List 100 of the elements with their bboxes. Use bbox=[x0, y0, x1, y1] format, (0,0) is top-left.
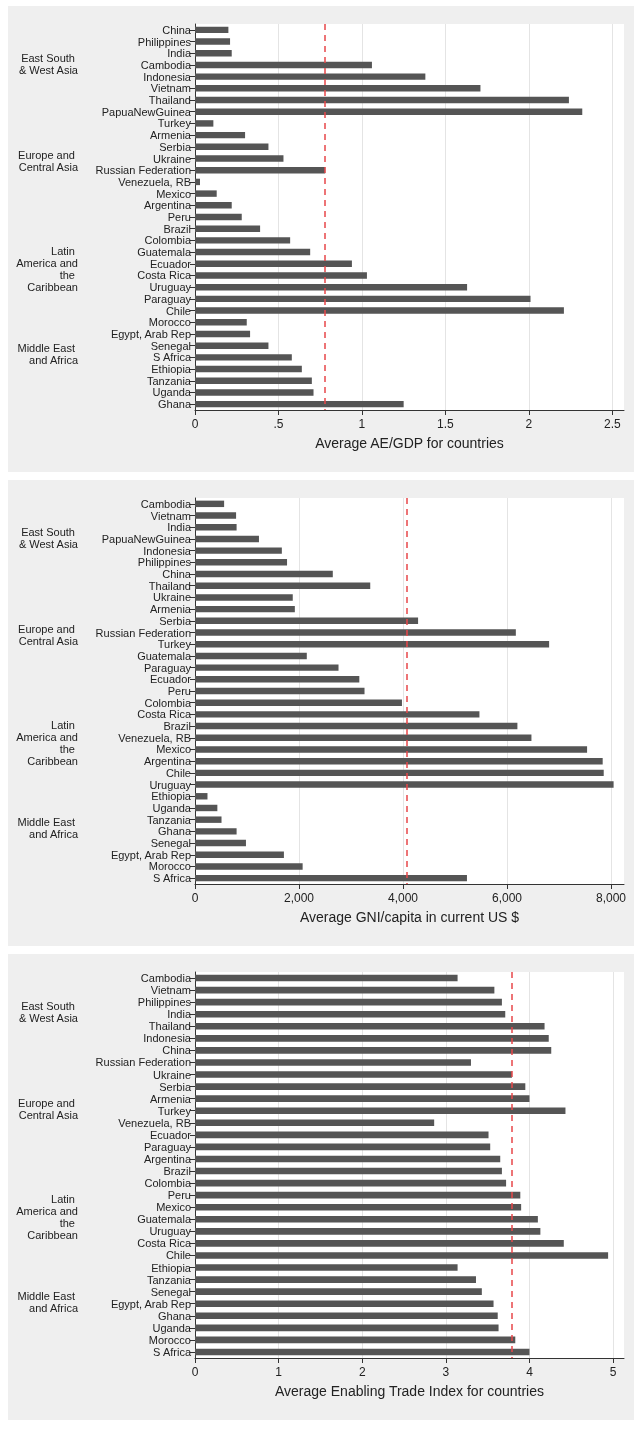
bar bbox=[195, 1264, 458, 1271]
text: Europe and Central Asia bbox=[18, 1096, 79, 1121]
text: Latin America and the Caribbean bbox=[16, 1193, 78, 1242]
y-tick-label: PapuaNewGuinea bbox=[101, 105, 192, 118]
y-tick-label: Cambodia bbox=[140, 497, 192, 510]
text: Middle East and Africa bbox=[17, 815, 79, 840]
y-tick-label: Costa Rica bbox=[137, 708, 192, 721]
y-tick-label: Cambodia bbox=[140, 972, 192, 985]
bar bbox=[195, 641, 550, 648]
y-tick-label: Paraguay bbox=[143, 1140, 192, 1153]
bar bbox=[195, 1348, 530, 1356]
bar bbox=[195, 237, 291, 244]
bar bbox=[195, 535, 259, 543]
y-tick-label: Brazil bbox=[163, 222, 191, 235]
bar bbox=[195, 61, 372, 69]
y-tick-label: Morocco bbox=[148, 860, 191, 873]
bar bbox=[195, 998, 502, 1006]
y-tick-label: Egypt, Arab Rep bbox=[110, 327, 191, 340]
bar bbox=[195, 389, 314, 396]
y-tick-label: Vietnam bbox=[150, 509, 191, 522]
x-tick-label: 1 bbox=[275, 1365, 283, 1379]
y-tick-label: Guatemala bbox=[137, 246, 192, 259]
y-tick-label: Peru bbox=[167, 1189, 191, 1202]
y-tick-label: Guatemala bbox=[137, 649, 192, 662]
y-tick-label: Ghana bbox=[157, 825, 192, 838]
bar bbox=[195, 225, 261, 232]
y-tick-label: Egypt, Arab Rep bbox=[110, 1297, 191, 1310]
x-tick-label: 5 bbox=[609, 1365, 617, 1379]
bar bbox=[195, 400, 404, 408]
y-tick-label: Uruguay bbox=[149, 281, 192, 294]
bar bbox=[195, 260, 352, 267]
bar bbox=[195, 1215, 538, 1223]
bar bbox=[195, 746, 588, 753]
y-tick-label: Paraguay bbox=[143, 661, 192, 674]
y-tick-label: Chile bbox=[165, 766, 191, 779]
y-tick-label: Turkey bbox=[157, 117, 192, 130]
bar bbox=[195, 734, 532, 741]
bar bbox=[195, 120, 214, 127]
y-tick-label: Turkey bbox=[157, 638, 192, 651]
y-tick-label: Indonesia bbox=[143, 70, 192, 83]
bar bbox=[195, 365, 302, 373]
y-tick-label: Mexico bbox=[156, 187, 191, 200]
y-tick-label: Russian Federation bbox=[95, 164, 191, 177]
bar bbox=[195, 342, 269, 349]
y-tick-label: Chile bbox=[165, 304, 191, 317]
text: Middle East and Africa bbox=[17, 341, 79, 366]
y-tick-label: Russian Federation bbox=[95, 626, 191, 639]
bar bbox=[195, 757, 603, 765]
bar bbox=[195, 570, 333, 578]
y-tick-label: Costa Rica bbox=[137, 1237, 192, 1250]
bar bbox=[195, 272, 367, 279]
bar bbox=[195, 722, 518, 730]
bar bbox=[195, 652, 307, 660]
bar bbox=[195, 1059, 471, 1066]
text: Europe and Central Asia bbox=[18, 148, 79, 173]
bar bbox=[195, 839, 246, 847]
x-tick-label: 0 bbox=[191, 891, 199, 905]
y-tick-label: Brazil bbox=[163, 1165, 191, 1178]
bar bbox=[195, 1095, 530, 1102]
text: East South & West Asia bbox=[18, 52, 79, 77]
x-tick-label: 2.5 bbox=[603, 417, 621, 431]
y-tick-label: Guatemala bbox=[137, 1213, 192, 1226]
bar bbox=[195, 524, 237, 531]
y-tick-label: Armenia bbox=[150, 603, 192, 616]
y-tick-label: Chile bbox=[165, 1249, 191, 1262]
bar bbox=[195, 582, 371, 589]
bar bbox=[195, 50, 232, 57]
y-tick-label: Uganda bbox=[152, 1321, 192, 1334]
y-tick-label: Venezuela, RB bbox=[118, 1116, 191, 1129]
bar bbox=[195, 804, 218, 812]
y-tick-label: Tanzania bbox=[146, 813, 192, 826]
x-tick-label: 2 bbox=[358, 1365, 366, 1379]
y-tick-label: Thailand bbox=[148, 94, 191, 107]
text: East South & West Asia bbox=[18, 1000, 79, 1025]
y-tick-label: China bbox=[162, 568, 192, 581]
y-tick-label: Argentina bbox=[143, 1152, 192, 1165]
bar bbox=[195, 699, 402, 706]
bar bbox=[195, 1131, 489, 1139]
y-tick-label: Uruguay bbox=[149, 778, 192, 791]
y-tick-label: Armenia bbox=[150, 129, 192, 142]
bar bbox=[195, 26, 229, 34]
y-tick-label: Argentina bbox=[143, 755, 192, 768]
y-tick-label: Ecuador bbox=[150, 1128, 192, 1141]
y-tick-label: Serbia bbox=[159, 614, 192, 627]
y-tick-label: Ethiopia bbox=[151, 363, 192, 376]
x-tick-label: 1.5 bbox=[437, 417, 455, 431]
bar bbox=[195, 1107, 566, 1115]
bar bbox=[195, 131, 246, 139]
y-tick-label: Peru bbox=[167, 685, 191, 697]
y-tick-label: Ghana bbox=[157, 398, 192, 411]
bar bbox=[195, 1071, 512, 1078]
y-tick-label: Morocco bbox=[148, 1333, 191, 1346]
bar bbox=[195, 1143, 491, 1151]
y-tick-label: Uganda bbox=[152, 801, 192, 814]
x-axis-title: Average Enabling Trade Index for countries bbox=[274, 1383, 545, 1399]
bar bbox=[195, 283, 468, 291]
bar bbox=[195, 1022, 545, 1030]
bar bbox=[195, 816, 222, 823]
y-tick-label: Indonesia bbox=[143, 544, 192, 557]
text: Latin America and the Caribbean bbox=[16, 719, 78, 768]
